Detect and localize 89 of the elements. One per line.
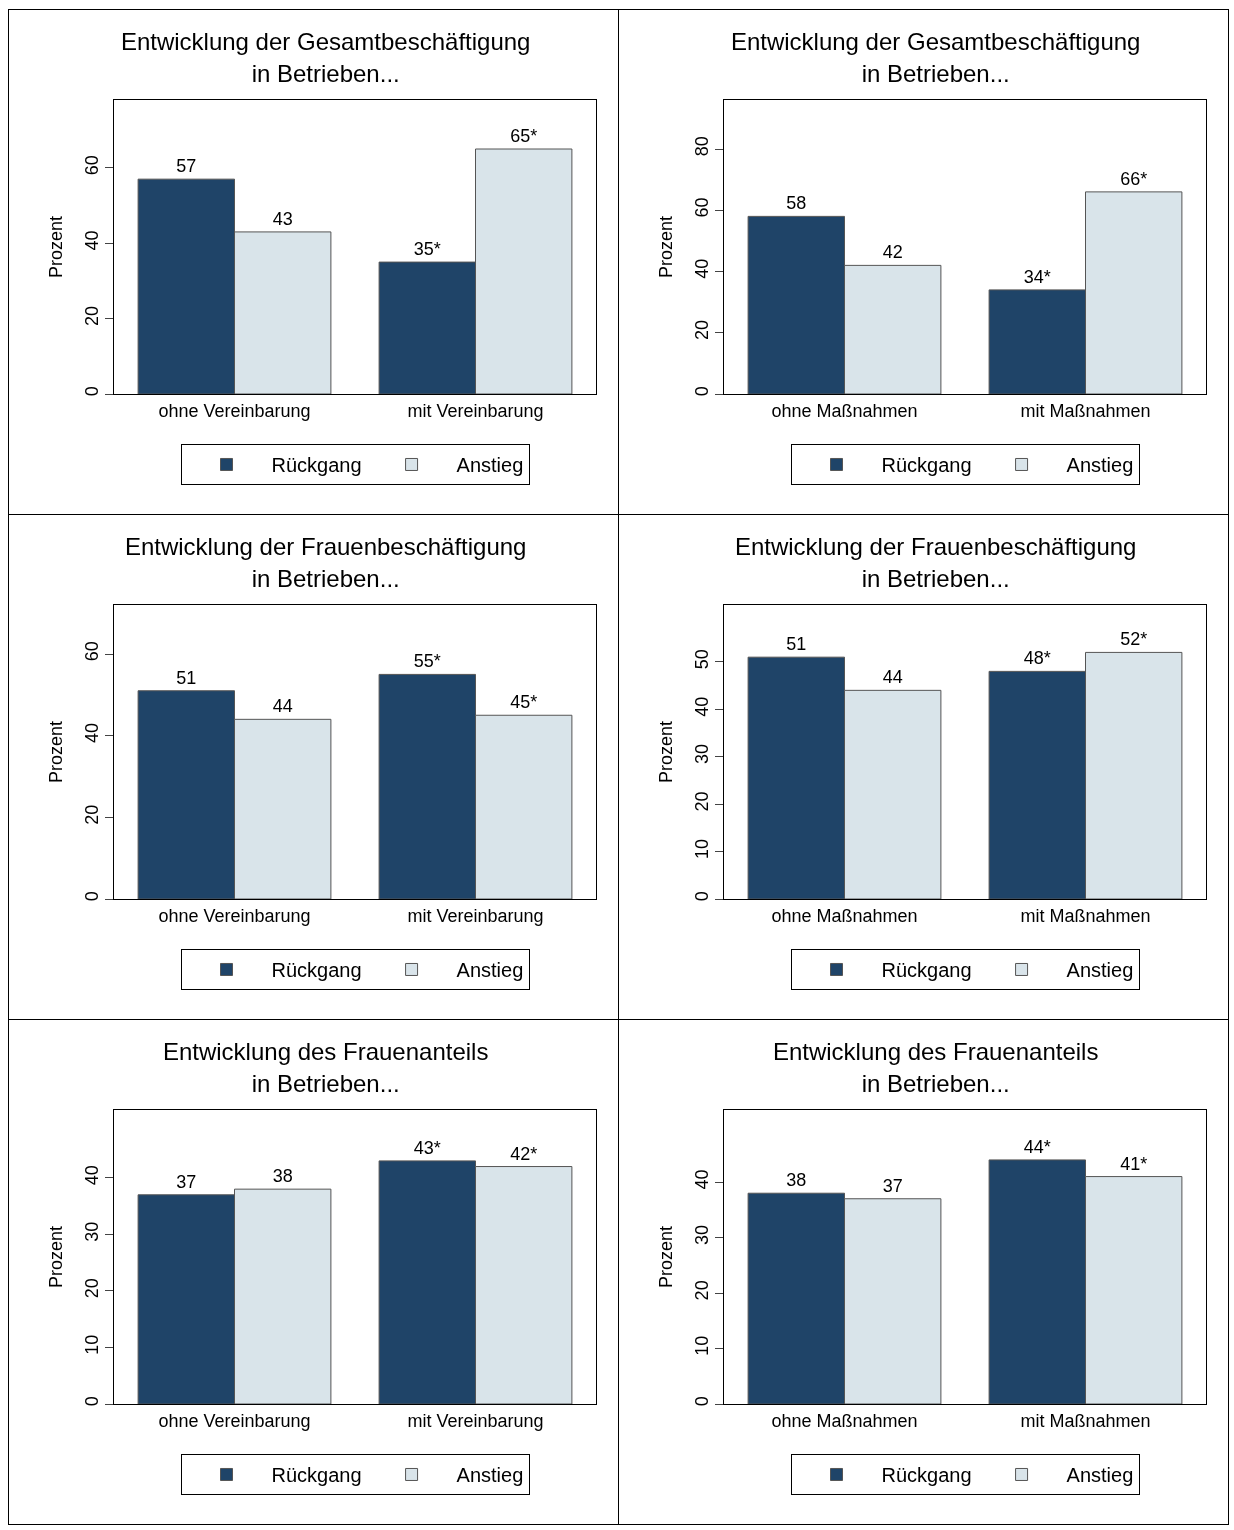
y-tick-label: 40: [81, 1165, 102, 1186]
legend-label: Rückgang: [881, 454, 972, 477]
legend-label: Rückgang: [881, 1464, 972, 1487]
x-tick-label: ohne Vereinbarung: [158, 400, 311, 421]
y-tick-label: 60: [81, 641, 102, 662]
chart-title: Entwicklung des Frauenanteils in Betrieben...: [772, 1038, 1099, 1097]
y-tick-label: 30: [691, 1224, 712, 1245]
chart-title: Entwicklung der Gesamtbeschäftigung in Betrieben...: [120, 28, 531, 87]
y-tick-label: 20: [81, 305, 102, 326]
y-tick-label: 0: [81, 386, 102, 397]
legend-label: Anstieg: [456, 1464, 524, 1487]
y-tick-label: 10: [81, 1334, 102, 1355]
legend-label: Anstieg: [456, 454, 524, 477]
y-tick-label: 0: [81, 891, 102, 902]
data-label: 51: [786, 634, 807, 655]
x-tick-label: ohne Maßnahmen: [771, 905, 918, 926]
x-tick-label: mit Maßnahmen: [1020, 400, 1151, 421]
x-tick-label: ohne Maßnahmen: [771, 1410, 918, 1431]
y-tick-label: 20: [81, 804, 102, 825]
y-tick-label: 40: [691, 1169, 712, 1190]
data-label: 45*: [510, 692, 538, 713]
x-tick-label: ohne Vereinbarung: [158, 905, 311, 926]
x-tick-label: mit Maßnahmen: [1020, 905, 1151, 926]
data-label: 41*: [1120, 1153, 1148, 1174]
chart-title: Entwicklung der Frauenbeschäftigung in Betrieben...: [734, 533, 1137, 592]
data-label: 42*: [510, 1143, 538, 1164]
y-tick-label: 60: [691, 197, 712, 218]
y-tick-label: 40: [691, 696, 712, 717]
data-label: 38: [272, 1166, 293, 1187]
y-tick-label: 30: [81, 1221, 102, 1242]
y-axis-title: Prozent: [656, 1225, 676, 1289]
y-tick-label: 40: [81, 722, 102, 743]
data-label: 44: [882, 667, 903, 688]
data-label: 48*: [1023, 648, 1051, 669]
y-tick-label: 50: [691, 649, 712, 670]
y-tick-label: 20: [691, 320, 712, 341]
x-tick-label: mit Vereinbarung: [407, 1410, 544, 1431]
y-axis-title: Prozent: [46, 1225, 66, 1289]
data-label: 38: [786, 1170, 807, 1191]
y-tick-label: 0: [691, 386, 712, 397]
x-tick-label: mit Vereinbarung: [407, 400, 544, 421]
y-axis-title: Prozent: [656, 215, 676, 279]
legend-label: Anstieg: [1066, 959, 1134, 982]
data-label: 37: [882, 1175, 903, 1196]
legend-label: Anstieg: [1066, 1464, 1134, 1487]
data-label: 35*: [413, 239, 441, 260]
data-label: 65*: [510, 126, 538, 146]
y-tick-label: 40: [81, 230, 102, 251]
x-tick-label: ohne Vereinbarung: [158, 1410, 311, 1431]
x-tick-label: mit Maßnahmen: [1020, 1410, 1151, 1431]
data-label: 43: [272, 208, 293, 229]
data-label: 58: [786, 193, 807, 214]
chart-title: Entwicklung der Gesamtbeschäftigung in Betrieben...: [730, 28, 1141, 87]
x-tick-label: ohne Maßnahmen: [771, 400, 918, 421]
data-label: 42: [882, 242, 903, 263]
data-label: 57: [176, 156, 197, 177]
data-label: 55*: [413, 651, 441, 672]
x-tick-label: mit Vereinbarung: [407, 905, 544, 926]
legend-label: Rückgang: [271, 454, 362, 477]
y-axis-title: Prozent: [656, 720, 676, 784]
y-tick-label: 60: [81, 155, 102, 176]
data-label: 37: [176, 1171, 197, 1192]
data-label: 66*: [1120, 168, 1148, 189]
y-axis-title: Prozent: [46, 215, 66, 279]
y-tick-label: 0: [81, 1396, 102, 1407]
legend-label: Rückgang: [881, 959, 972, 982]
y-tick-label: 20: [81, 1278, 102, 1299]
chart-title: Entwicklung der Frauenbeschäftigung in Betrieben...: [124, 533, 527, 592]
y-tick-label: 80: [691, 136, 712, 157]
data-label: 51: [176, 667, 197, 688]
y-axis-title: Prozent: [46, 720, 66, 784]
data-label: 44: [272, 696, 293, 717]
data-label: 34*: [1023, 266, 1051, 287]
y-tick-label: 10: [691, 838, 712, 859]
y-tick-label: 0: [691, 891, 712, 902]
legend-label: Anstieg: [456, 959, 524, 982]
chart-title: Entwicklung des Frauenanteils in Betrieben...: [162, 1038, 489, 1097]
y-tick-label: 0: [691, 1396, 712, 1407]
legend-label: Rückgang: [271, 1464, 362, 1487]
legend-label: Anstieg: [1066, 454, 1134, 477]
y-tick-label: 40: [691, 258, 712, 279]
legend-label: Rückgang: [271, 959, 362, 982]
y-tick-label: 20: [691, 791, 712, 812]
y-tick-label: 10: [691, 1335, 712, 1356]
y-tick-label: 20: [691, 1280, 712, 1301]
data-label: 43*: [413, 1137, 441, 1158]
data-label: 52*: [1120, 629, 1148, 650]
y-tick-label: 30: [691, 744, 712, 765]
data-label: 44*: [1023, 1136, 1051, 1157]
